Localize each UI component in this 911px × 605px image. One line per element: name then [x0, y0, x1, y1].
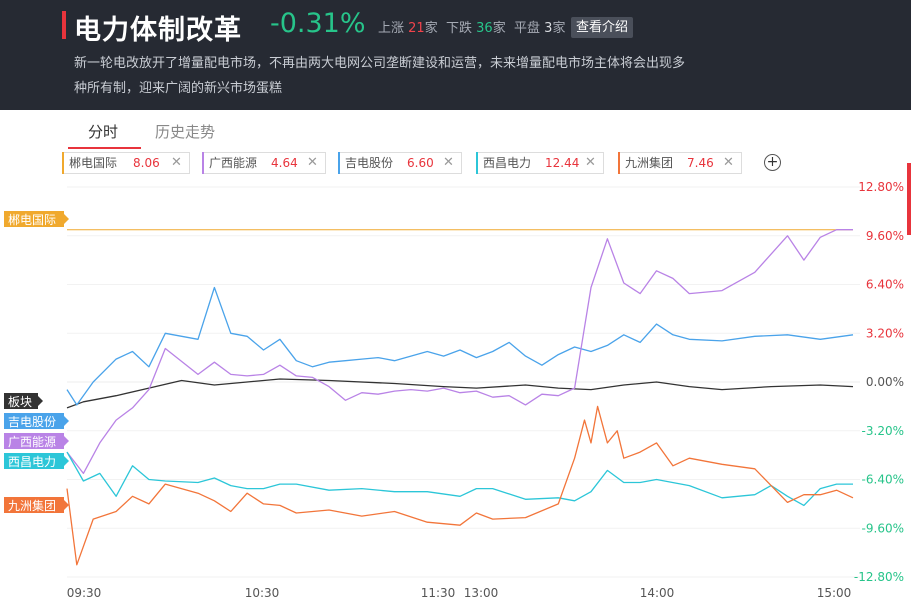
series-tag [4, 211, 64, 227]
up-count: 21 [408, 21, 425, 36]
down-count: 36 [476, 21, 493, 36]
tab-intraday[interactable]: 分时 [88, 123, 119, 141]
close-icon[interactable]: ✕ [443, 155, 454, 170]
y-tick-label: -3.20% [862, 424, 904, 438]
page-title: 电力体制改革 [74, 15, 242, 46]
down-label: 下跌 [446, 21, 473, 36]
sector-description: 新一轮电改放开了增量配电市场，不再由两大电网公司垄断建设和运营，未来增量配电市场… [74, 56, 686, 96]
series-tag-pointer [38, 396, 43, 406]
series-tag [4, 393, 38, 409]
stock-chip-name: 吉电股份 [345, 156, 394, 170]
stock-chip-name: 郴电国际 [69, 156, 118, 170]
stock-chip-color-bar [62, 152, 64, 174]
series-tag [4, 453, 64, 469]
add-stock-icon[interactable]: + [764, 154, 781, 171]
stock-chip[interactable]: 郴电国际 8.06 ✕ [62, 152, 190, 174]
sector-change: -0.31% [270, 8, 366, 39]
series-tag-label: 广西能源 [8, 435, 56, 449]
close-icon[interactable]: ✕ [723, 155, 734, 170]
stock-chip[interactable]: 西昌电力 12.44 ✕ [476, 152, 604, 174]
series-tag [4, 497, 64, 513]
x-tick-label: 15:00 [817, 586, 852, 600]
scroll-indicator[interactable] [907, 163, 911, 235]
y-tick-label: -6.40% [862, 473, 904, 487]
down-unit: 家 [492, 21, 506, 36]
close-icon[interactable]: ✕ [171, 155, 182, 170]
active-tab-indicator [68, 147, 141, 149]
down-count-stat: 下跌 36家 [446, 17, 506, 36]
y-tick-label: 6.40% [866, 278, 904, 292]
title-accent-bar [62, 11, 66, 39]
stock-chip-color-bar [476, 152, 478, 174]
flat-count-stat: 平盘 3家 [514, 17, 565, 36]
stock-chip-price: 6.60 [407, 156, 434, 170]
y-tick-label: 3.20% [866, 326, 904, 340]
up-label: 上涨 [378, 21, 405, 36]
y-tick-label: -12.80% [854, 570, 904, 584]
view-intro-button[interactable]: 查看介绍 [571, 17, 634, 38]
series-line [66, 451, 853, 507]
stock-chip-name: 广西能源 [209, 156, 258, 170]
series-tag-pointer [64, 500, 69, 510]
x-tick-label: 14:00 [640, 586, 675, 600]
stock-chip-name: 九洲集团 [625, 156, 674, 170]
stock-chip[interactable]: 九洲集团 7.46 ✕ [618, 152, 742, 174]
series-tag-label: 吉电股份 [8, 415, 56, 429]
series-tag-label: 西昌电力 [8, 455, 56, 469]
flat-label: 平盘 [514, 21, 541, 36]
series-tag-pointer [64, 436, 69, 446]
close-icon[interactable]: ✕ [585, 155, 596, 170]
stock-chip-price: 4.64 [271, 156, 298, 170]
stock-chip-price: 12.44 [545, 156, 580, 170]
header: 电力体制改革 -0.31% 上涨 21家 下跌 36家 平盘 3家 查看介绍 新… [0, 0, 911, 110]
y-tick-label: 9.60% [866, 229, 904, 243]
series-tag-label: 板块 [8, 395, 32, 409]
tab-history[interactable]: 历史走势 [155, 123, 216, 141]
series-line [66, 229, 853, 475]
stock-chip-name: 西昌电力 [483, 156, 532, 170]
flat-unit: 家 [552, 21, 566, 36]
x-tick-label: 11:30 [421, 586, 456, 600]
stock-chip-color-bar [618, 152, 620, 174]
up-unit: 家 [424, 21, 438, 36]
y-tick-label: 12.80% [858, 180, 904, 194]
series-tag [4, 433, 64, 449]
x-tick-label: 13:00 [464, 586, 499, 600]
stock-chip[interactable]: 广西能源 4.64 ✕ [202, 152, 326, 174]
series-tag [4, 413, 64, 429]
series-tag-pointer [64, 416, 69, 426]
y-tick-label: 0.00% [866, 375, 904, 389]
x-tick-label: 10:30 [245, 586, 280, 600]
series-tag-label: 九洲集团 [8, 498, 56, 513]
y-tick-label: -9.60% [862, 521, 904, 535]
up-count-stat: 上涨 21家 [378, 17, 438, 36]
x-tick-label: 09:30 [67, 586, 102, 600]
series-tag-label: 郴电国际 [8, 213, 56, 227]
stock-chip-price: 8.06 [133, 156, 160, 170]
stock-chip[interactable]: 吉电股份 6.60 ✕ [338, 152, 462, 174]
close-icon[interactable]: ✕ [307, 155, 318, 170]
series-line [66, 286, 854, 406]
series-line [66, 378, 854, 409]
stock-chip-price: 7.46 [687, 156, 714, 170]
stock-chip-color-bar [202, 152, 204, 174]
stock-chip-color-bar [338, 152, 340, 174]
flat-count: 3 [544, 21, 553, 36]
tab-bar: 分时 历史走势 [0, 110, 911, 150]
series-line [66, 405, 854, 566]
series-tag-pointer [64, 214, 69, 224]
series-tag-pointer [64, 456, 69, 466]
